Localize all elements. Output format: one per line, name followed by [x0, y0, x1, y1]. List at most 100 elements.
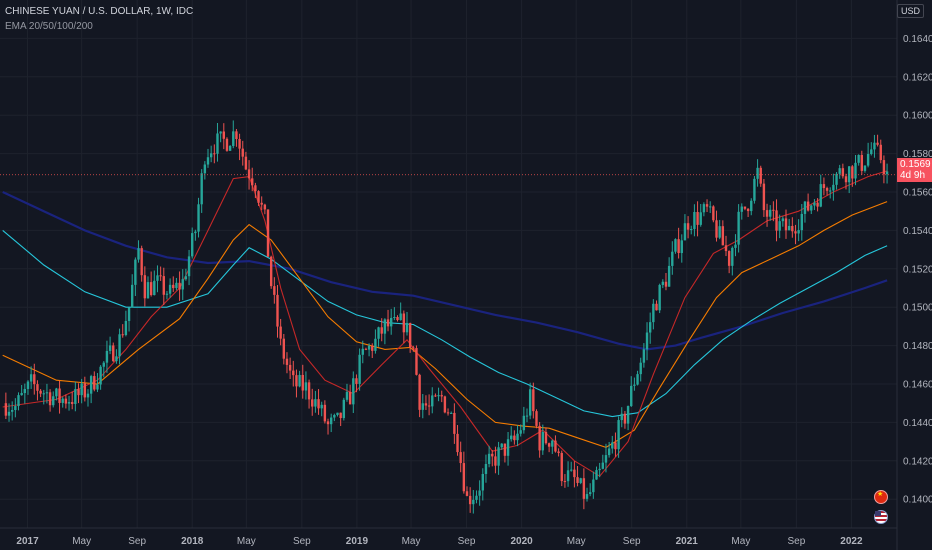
x-tick-label: Sep [128, 536, 146, 547]
candle-body [863, 165, 867, 171]
candle-body [800, 213, 803, 231]
candle-body [677, 239, 680, 254]
candle-body [364, 348, 368, 350]
candle-body [879, 144, 882, 161]
candle-body [263, 204, 267, 210]
candle-body [247, 169, 251, 179]
candle-body [4, 403, 8, 416]
candle-body [462, 463, 466, 492]
bar-countdown: 4d 9h [900, 170, 926, 181]
candle-body [885, 171, 889, 175]
candle-body [712, 206, 715, 221]
candle-body [276, 294, 279, 327]
candle-body [314, 399, 317, 407]
candle-body [323, 404, 327, 422]
candle-body [355, 378, 358, 384]
candle-body [611, 442, 614, 449]
candle-body [80, 383, 83, 396]
candle-body [159, 275, 162, 277]
candle-body [304, 382, 308, 391]
candle-body [604, 455, 608, 463]
candle-body [516, 433, 519, 441]
candle-body [317, 399, 320, 409]
candle-body [408, 323, 412, 348]
candle-body [213, 153, 216, 155]
candle-body [847, 166, 851, 183]
candle-body [99, 366, 102, 385]
candle-body [383, 319, 387, 334]
candle-body [718, 226, 721, 238]
candle-body [721, 226, 725, 246]
candle-body [655, 303, 658, 311]
candle-body [560, 452, 563, 482]
candle-body [235, 131, 238, 140]
candle-body [58, 388, 61, 403]
candle-body [541, 432, 545, 451]
candle-body [260, 202, 263, 205]
candle-body [437, 395, 440, 397]
candle-body [630, 385, 633, 407]
x-tick-label: May [567, 536, 586, 547]
x-tick-label: 2020 [510, 536, 533, 547]
candle-body [686, 223, 690, 230]
candle-body [143, 275, 147, 299]
candle-body [762, 183, 766, 211]
candle-body [431, 395, 434, 407]
ema-line [2, 201, 888, 449]
y-tick-label: 0.1600 [903, 111, 932, 122]
candle-body [118, 334, 121, 357]
candle-body [860, 154, 864, 171]
y-tick-label: 0.1520 [903, 264, 932, 275]
candle-body [402, 313, 406, 333]
x-tick-label: 2019 [346, 536, 369, 547]
candle-body [854, 162, 857, 179]
indicator-legend[interactable]: EMA 20/50/100/200 [5, 21, 93, 32]
x-tick-label: May [402, 536, 421, 547]
candle-body [140, 248, 143, 276]
candle-body [42, 393, 45, 395]
x-tick-label: 2022 [840, 536, 863, 547]
candle-body [115, 356, 118, 362]
us-flag-icon[interactable] [874, 510, 888, 524]
candle-body [20, 393, 23, 396]
candle-body [228, 145, 232, 151]
candle-body [361, 348, 364, 355]
candle-body [866, 154, 870, 166]
currency-label[interactable]: USD [896, 4, 924, 18]
candle-body [251, 178, 254, 186]
candle-body [339, 412, 342, 419]
candle-body [396, 317, 399, 321]
candle-body [475, 495, 478, 500]
candle-body [699, 212, 702, 225]
candle-body [478, 490, 481, 496]
candle-body [352, 378, 355, 405]
candle-body [484, 463, 488, 474]
candle-body [623, 413, 627, 424]
candle-body [178, 282, 181, 290]
candle-body [601, 462, 605, 469]
candle-body [389, 317, 393, 327]
candle-body [743, 206, 747, 209]
cn-flag-icon[interactable] [874, 490, 888, 504]
candle-body [570, 469, 573, 471]
candle-body [33, 374, 36, 385]
x-tick-label: May [731, 536, 750, 547]
x-tick-label: Sep [623, 536, 641, 547]
candle-body [424, 403, 428, 406]
candle-body [127, 307, 131, 321]
candle-body [585, 494, 589, 499]
y-tick-label: 0.1440 [903, 418, 932, 429]
candle-body [737, 211, 740, 245]
candle-body [829, 190, 832, 192]
candle-body [769, 209, 772, 217]
candle-body [803, 201, 807, 214]
candle-body [781, 218, 785, 222]
candle-body [731, 247, 734, 266]
candle-body [750, 200, 753, 212]
candle-body [108, 345, 112, 351]
candle-body [273, 286, 276, 295]
candle-body [465, 491, 469, 496]
candle-body [579, 478, 582, 483]
candle-body [756, 167, 759, 179]
